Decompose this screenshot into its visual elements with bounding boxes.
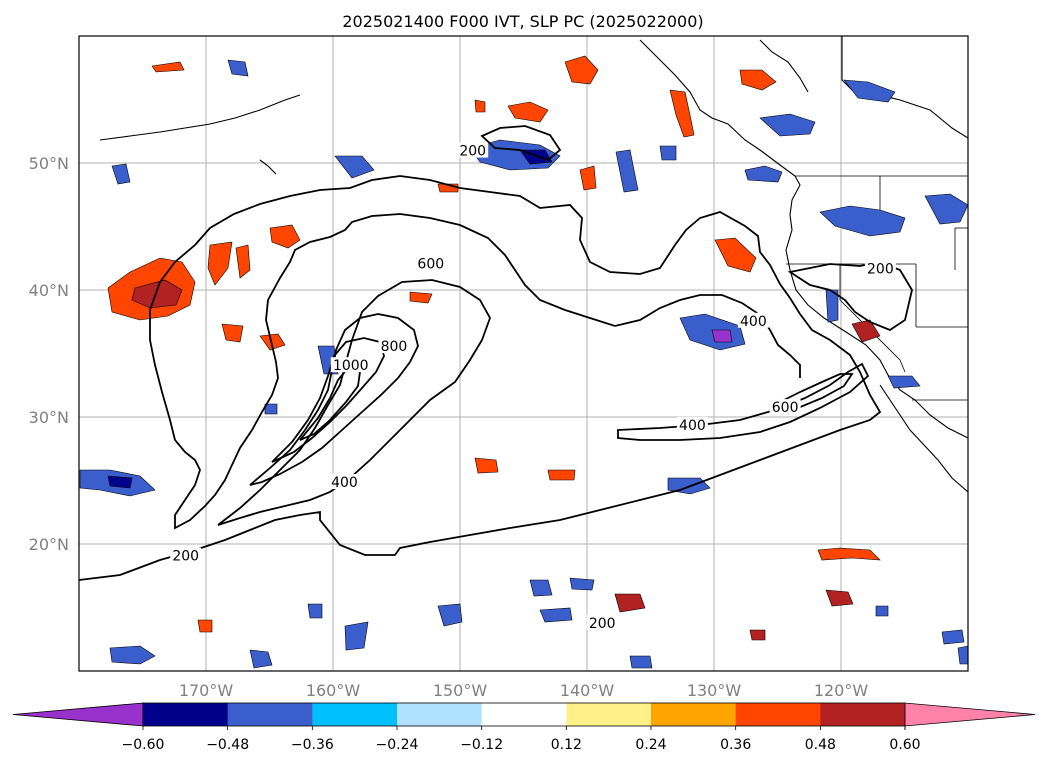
contour-label-bg: [415, 255, 447, 271]
colorbar: −0.60 −0.48 −0.36 −0.24 −0.12 0.12 0.24 0.36 0.4…: [12, 702, 1036, 753]
lat-tick-label: 30°N: [29, 408, 69, 427]
colorbar-bin: [143, 703, 229, 726]
negative-anomaly-patches: [79, 59, 968, 669]
contour-label: 1000: [333, 358, 369, 374]
colorbar-bin: [566, 703, 652, 726]
colorbar-tick-label: 0.60: [889, 737, 920, 753]
contour-label: 200: [459, 144, 486, 160]
contour-label-bg: [676, 416, 708, 432]
contour-label: 400: [679, 418, 706, 434]
colorbar-bin: [481, 703, 567, 726]
colorbar-bin: [227, 703, 313, 726]
lon-tick-label: 150°W: [433, 681, 488, 700]
colorbar-tick-label: 0.12: [551, 737, 582, 753]
contour-label-bg: [330, 357, 371, 373]
colorbar-tick-label: −0.24: [376, 737, 419, 753]
colorbar-bin: [820, 703, 906, 726]
lat-tick-label: 50°N: [29, 154, 69, 173]
map-frame: [78, 35, 969, 672]
ivt-contours: [79, 125, 913, 581]
contour-200-north: [480, 125, 562, 162]
lon-tick-label: 140°W: [560, 681, 615, 700]
contour-label: 600: [772, 400, 799, 416]
lat-tick-label: 20°N: [29, 535, 69, 554]
contour-200-california: [787, 261, 913, 332]
contour-600: [249, 313, 419, 486]
colorbar-bin: [651, 703, 737, 726]
contour-label-bg: [864, 260, 896, 276]
longitude-tick-labels: 170°W 160°W 150°W 140°W 130°W 120°W: [179, 681, 869, 700]
contour-label-bg: [769, 399, 801, 415]
contour-label-bg: [378, 338, 410, 354]
lon-tick-label: 160°W: [306, 681, 361, 700]
lon-tick-label: 120°W: [814, 681, 869, 700]
positive-anomaly-patches: [107, 55, 881, 641]
contour-label-bg: [457, 142, 489, 158]
contour-label: 600: [417, 257, 444, 273]
colorbar-bin: [397, 703, 483, 726]
contour-600-east: [773, 373, 854, 409]
contour-400: [217, 279, 491, 526]
lon-tick-label: 170°W: [179, 681, 234, 700]
colorbar-extend-over: [904, 702, 1036, 727]
contour-label: 800: [381, 339, 408, 355]
contour-label-bg: [737, 312, 769, 328]
contour-label-bg: [586, 615, 618, 631]
colorbar-tick-label: −0.60: [122, 737, 165, 753]
contour-200-main: [79, 175, 882, 581]
colorbar-frame: [142, 702, 906, 727]
colorbar-bin: [735, 703, 821, 726]
contour-label: 400: [331, 475, 358, 491]
contour-label-bg: [170, 547, 202, 563]
colorbar-tick-label: −0.36: [291, 737, 334, 753]
latitude-tick-labels: 20°N 30°N 40°N 50°N: [29, 154, 69, 554]
contour-label: 200: [867, 262, 894, 278]
contour-labels: 200 600 800 1000 400 200 200 400 400 600 200: [170, 142, 896, 632]
colorbar-tick-label: 0.36: [720, 737, 751, 753]
contour-label: 400: [740, 314, 767, 330]
colorbar-extend-under: [12, 702, 144, 727]
contour-label: 200: [589, 616, 616, 632]
lat-tick-label: 40°N: [29, 281, 69, 300]
map-area: 200 600 800 1000 400 200 200 400 400 600 200: [79, 36, 968, 671]
contour-label: 200: [172, 549, 199, 565]
figure-title: 2025021400 F000 IVT, SLP PC (2025022000): [342, 12, 703, 31]
colorbar-tick-label: −0.48: [206, 737, 249, 753]
lon-tick-label: 130°W: [687, 681, 742, 700]
colorbar-tick-label: 0.24: [635, 737, 666, 753]
colorbar-bin: [312, 703, 398, 726]
colorbar-tick-label: −0.12: [460, 737, 503, 753]
colorbar-tick-label: 0.48: [805, 737, 836, 753]
contour-400-east: [617, 362, 870, 441]
contour-label-bg: [328, 474, 360, 490]
